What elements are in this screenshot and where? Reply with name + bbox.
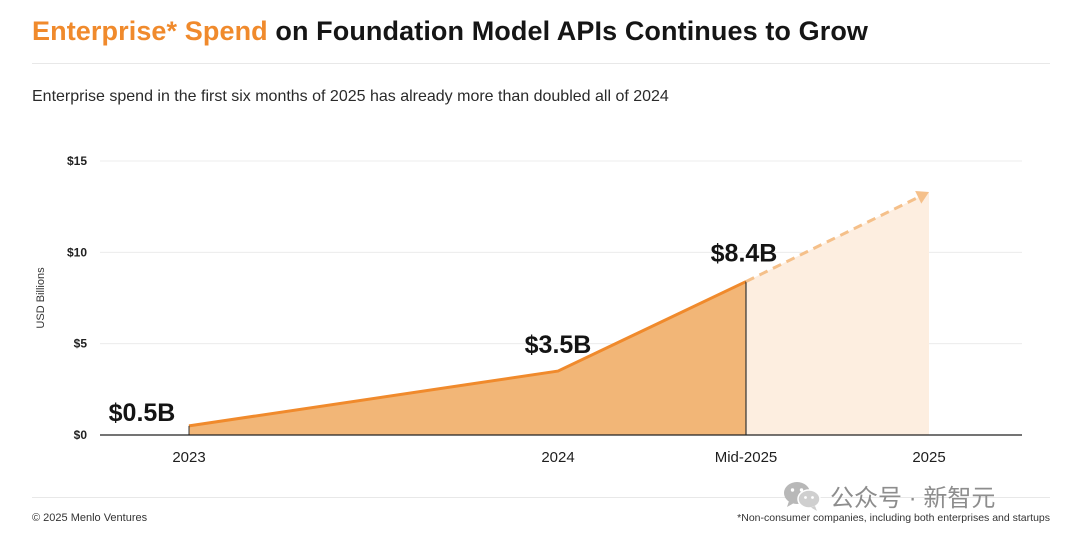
title-rest: on Foundation Model APIs Continues to Gr… bbox=[267, 16, 869, 46]
projection-area bbox=[746, 192, 929, 435]
data-label: $8.4B bbox=[711, 240, 778, 268]
data-label: $0.5B bbox=[109, 399, 176, 427]
projection-dashed-line bbox=[745, 195, 921, 283]
data-label: $3.5B bbox=[525, 331, 592, 359]
area-chart: $0 $5 $10 $15 USD Billions 2023 2024 Mid-2025 20… bbox=[35, 154, 1022, 466]
footer-divider bbox=[32, 497, 1050, 498]
spend-area bbox=[189, 281, 746, 435]
watermark-text: 公众号 · 新智元 bbox=[830, 485, 996, 512]
title-accent: Enterprise* Spend bbox=[32, 16, 268, 46]
x-tick-label: Mid-2025 bbox=[715, 449, 778, 466]
page-title: Enterprise* Spend on Foundation Model AP… bbox=[32, 16, 868, 47]
header-divider bbox=[32, 63, 1050, 64]
y-tick-label: $5 bbox=[74, 337, 88, 351]
spend-line bbox=[188, 280, 747, 428]
footnote-text: *Non-consumer companies, including both … bbox=[737, 512, 1050, 524]
x-tick-label: 2024 bbox=[541, 449, 574, 466]
y-axis-title: USD Billions bbox=[35, 267, 47, 329]
chart-subtitle: Enterprise spend in the first six months… bbox=[32, 88, 669, 105]
projection-arrowhead bbox=[915, 191, 929, 204]
y-tick-label: $0 bbox=[74, 428, 88, 442]
copyright-text: © 2025 Menlo Ventures bbox=[32, 512, 148, 524]
y-tick-label: $15 bbox=[67, 154, 87, 168]
wechat-icon bbox=[784, 481, 821, 511]
x-tick-label: 2023 bbox=[172, 449, 205, 466]
x-tick-label: 2025 bbox=[912, 449, 945, 466]
y-tick-label: $10 bbox=[67, 245, 87, 259]
watermark: 公众号 · 新智元 bbox=[782, 478, 995, 513]
